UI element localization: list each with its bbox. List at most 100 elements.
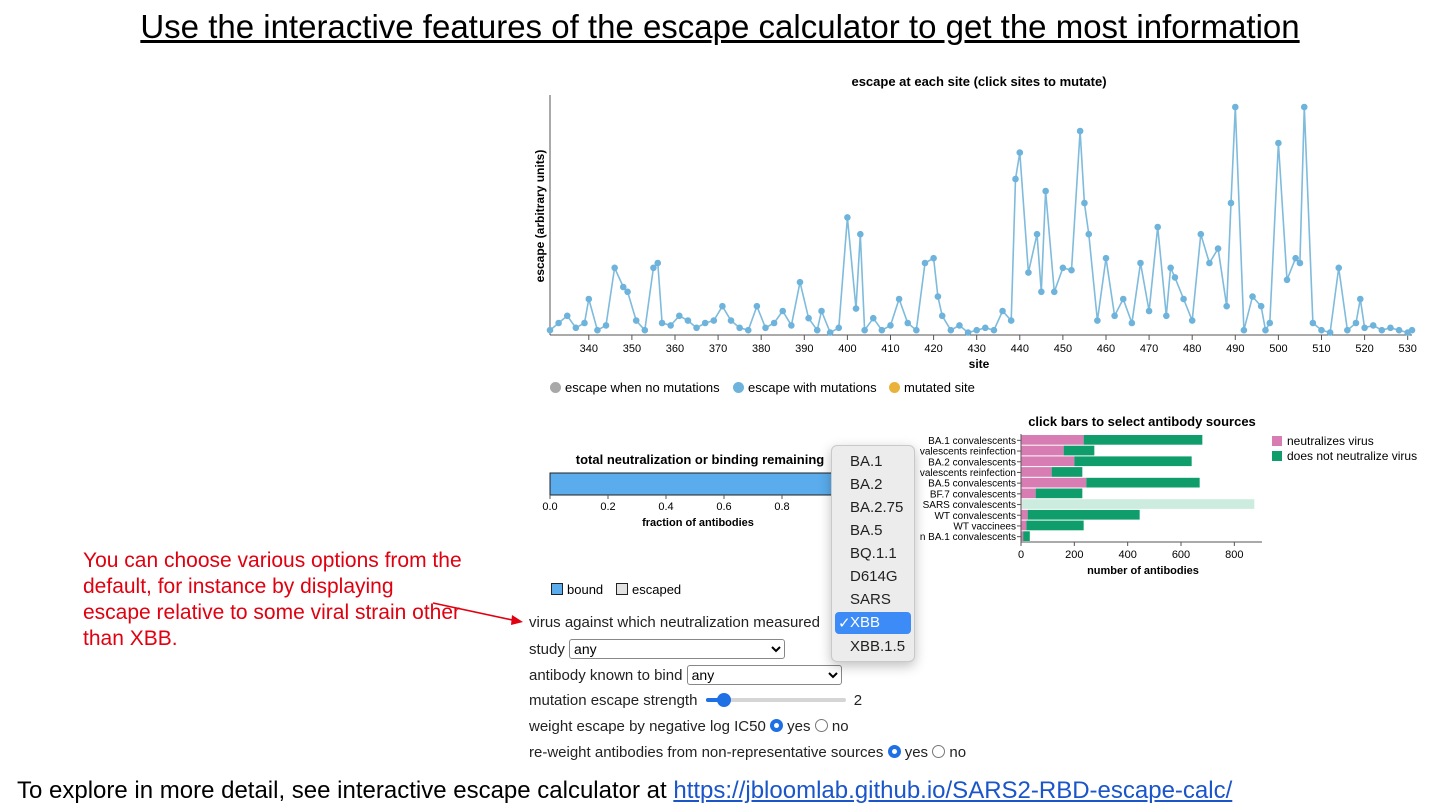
site-point[interactable] — [667, 322, 674, 329]
site-point[interactable] — [1266, 319, 1274, 327]
site-point[interactable] — [1197, 230, 1205, 238]
site-point[interactable] — [611, 264, 618, 272]
source-category-label[interactable]: BA.2 convalescents — [928, 457, 1016, 468]
site-point[interactable] — [1007, 317, 1015, 324]
calculator-link[interactable]: https://jbloomlab.github.io/SARS2-RBD-es… — [673, 777, 1233, 804]
site-point[interactable] — [938, 312, 946, 320]
site-point[interactable] — [1059, 264, 1067, 272]
site-point[interactable] — [1068, 266, 1075, 274]
site-point[interactable] — [770, 319, 778, 327]
source-category-label[interactable]: WT convalescents — [934, 511, 1016, 522]
site-point[interactable] — [1076, 127, 1084, 135]
site-point[interactable] — [693, 324, 700, 332]
source-category-label[interactable]: valescents reinfection — [920, 468, 1016, 479]
site-point[interactable] — [1262, 326, 1269, 334]
site-point[interactable] — [818, 307, 825, 315]
site-point[interactable] — [1188, 317, 1196, 324]
site-point[interactable] — [1012, 175, 1019, 183]
source-bar-neutralizes[interactable] — [1021, 499, 1023, 509]
source-bar-neutralizes[interactable] — [1021, 488, 1036, 499]
site-point[interactable] — [654, 259, 662, 267]
site-point[interactable] — [581, 319, 588, 327]
site-point[interactable] — [1335, 264, 1343, 272]
virus-option-xbb[interactable]: XBB — [850, 614, 881, 631]
site-point[interactable] — [1326, 329, 1334, 336]
site-point[interactable] — [1369, 322, 1377, 329]
site-point[interactable] — [650, 264, 657, 272]
site-point[interactable] — [999, 307, 1006, 315]
virus-option-ba1[interactable]: BA.1 — [850, 453, 883, 470]
source-bar-not-neutralizes[interactable] — [1063, 445, 1095, 456]
site-point[interactable] — [982, 324, 989, 332]
source-bar-neutralizes[interactable] — [1021, 509, 1028, 520]
reweight-yes-radio[interactable] — [887, 745, 901, 758]
legend-with-mutations[interactable]: escape with mutations — [733, 380, 877, 395]
site-point[interactable] — [857, 230, 864, 238]
site-point[interactable] — [1292, 254, 1299, 262]
site-point[interactable] — [727, 317, 735, 324]
site-point[interactable] — [852, 305, 860, 312]
site-point[interactable] — [1361, 324, 1368, 332]
source-category-label[interactable]: valescents reinfection — [920, 447, 1016, 458]
site-point[interactable] — [619, 283, 627, 291]
source-bar-not-neutralizes[interactable] — [1023, 531, 1030, 541]
source-category-label[interactable]: n BA.1 convalescents — [920, 532, 1016, 543]
site-point[interactable] — [835, 324, 843, 332]
site-point[interactable] — [1016, 149, 1024, 156]
study-select[interactable]: any — [569, 639, 786, 659]
source-bar-not-neutralizes[interactable] — [1035, 488, 1083, 499]
site-point[interactable] — [947, 326, 955, 334]
site-point[interactable] — [990, 326, 998, 334]
antibody-source-chart[interactable]: click bars to select antibody sources BA… — [880, 412, 1280, 582]
site-point[interactable] — [641, 326, 649, 334]
source-category-label[interactable]: BA.5 convalescents — [928, 479, 1016, 490]
site-point[interactable] — [594, 326, 601, 334]
site-point[interactable] — [1283, 276, 1291, 284]
site-point[interactable] — [1102, 254, 1110, 262]
site-point[interactable] — [1356, 295, 1364, 303]
site-point[interactable] — [632, 317, 640, 324]
slider-thumb[interactable] — [716, 693, 731, 707]
site-point[interactable] — [753, 302, 761, 310]
virus-option-xbb15[interactable]: XBB.1.5 — [850, 638, 906, 655]
site-point[interactable] — [1042, 187, 1049, 195]
site-point[interactable] — [788, 322, 795, 329]
source-bar-not-neutralizes[interactable] — [1026, 520, 1084, 531]
site-point[interactable] — [913, 326, 920, 334]
site-point[interactable] — [861, 326, 868, 334]
site-point[interactable] — [563, 312, 571, 320]
site-point[interactable] — [1296, 259, 1304, 267]
site-point[interactable] — [624, 288, 631, 296]
source-bar-not-neutralizes[interactable] — [1022, 499, 1255, 509]
site-point[interactable] — [744, 326, 752, 334]
source-bar-not-neutralizes[interactable] — [1086, 477, 1200, 488]
site-point[interactable] — [572, 324, 580, 332]
site-point[interactable] — [1344, 326, 1351, 334]
site-point[interactable] — [719, 302, 726, 310]
site-point[interactable] — [602, 322, 610, 329]
site-point[interactable] — [1167, 264, 1174, 272]
weight-no-radio[interactable] — [814, 719, 828, 732]
site-point[interactable] — [895, 295, 903, 303]
source-bar-not-neutralizes[interactable] — [1083, 435, 1203, 445]
source-bar-not-neutralizes[interactable] — [1074, 456, 1192, 467]
site-point[interactable] — [1378, 326, 1386, 334]
virus-option-bq11[interactable]: BQ.1.1 — [850, 545, 897, 562]
site-point[interactable] — [585, 295, 593, 303]
site-point[interactable] — [1128, 319, 1136, 327]
site-point[interactable] — [1119, 295, 1127, 303]
site-point[interactable] — [1387, 324, 1394, 332]
site-point[interactable] — [1154, 223, 1162, 231]
site-point[interactable] — [1300, 103, 1308, 111]
site-point[interactable] — [796, 278, 804, 286]
weight-yes-radio[interactable] — [770, 719, 783, 732]
site-point[interactable] — [1395, 326, 1403, 334]
site-point[interactable] — [546, 326, 554, 334]
legend-no-mutations[interactable]: escape when no mutations — [550, 380, 720, 395]
source-bar-neutralizes[interactable] — [1021, 445, 1064, 456]
site-point[interactable] — [1206, 259, 1213, 267]
site-point[interactable] — [710, 317, 718, 324]
site-point[interactable] — [779, 307, 787, 315]
site-point[interactable] — [701, 319, 709, 327]
legend-mutated-site[interactable]: mutated site — [889, 380, 975, 395]
